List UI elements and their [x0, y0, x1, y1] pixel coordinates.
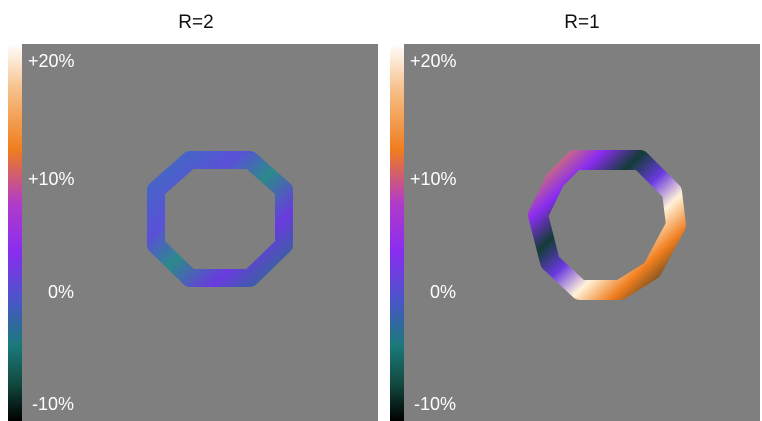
- image-background: [8, 44, 378, 421]
- image-background: [390, 44, 760, 421]
- colorbar-label: 0%: [48, 282, 74, 302]
- panel-title: R=1: [564, 12, 599, 33]
- colorbar-label: 0%: [430, 282, 456, 302]
- panel: R=2 +20% +10% 0% -10%: [8, 12, 378, 421]
- page: {"panels": [ {"title": "R=2", "colorbar_…: [0, 0, 762, 421]
- colorbar-label: +10%: [28, 169, 75, 189]
- colorbar-label: +20%: [28, 51, 75, 71]
- colorbar: [390, 44, 404, 421]
- colorbar-label: -10%: [32, 394, 74, 414]
- colorbar-label: +20%: [410, 51, 457, 71]
- colorbar-label: +10%: [410, 169, 457, 189]
- colorbar: [8, 44, 22, 421]
- colorbar-label: -10%: [414, 394, 456, 414]
- panel: R=1 +20% +10% 0% -10%: [390, 12, 760, 421]
- figure: R=2 +20% +10% 0% -10% R=1 +20% +10% 0% -…: [0, 0, 762, 421]
- panel-title: R=2: [178, 12, 213, 33]
